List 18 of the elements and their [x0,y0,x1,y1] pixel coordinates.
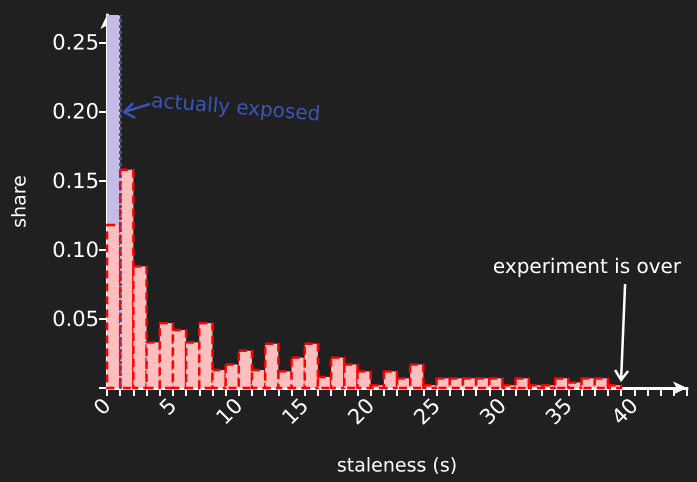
x-tick-label: 0 [89,394,116,420]
y-tick-label: 0.20 [52,100,99,124]
x-tick-label: 30 [475,394,511,430]
x-tick-label: 40 [606,394,643,430]
band-label: actually exposed [150,88,322,126]
y-tick-label: 0.15 [52,168,99,193]
y-tick-label: 0.05 [52,306,99,331]
y-tick-label: 0.25 [52,30,99,55]
x-tick-label: 35 [540,394,577,430]
annotation: experiment is over [492,254,682,278]
x-tick-label: 5 [154,394,182,420]
x-tick-label: 20 [343,394,380,430]
x-axis-title: staleness (s) [336,454,458,476]
x-tick-label: 25 [409,394,446,430]
y-tick-label: 0.10 [52,238,99,262]
x-tick-label: 15 [277,394,314,430]
y-axis-title: share [8,175,30,228]
x-tick-label: 10 [211,394,248,430]
